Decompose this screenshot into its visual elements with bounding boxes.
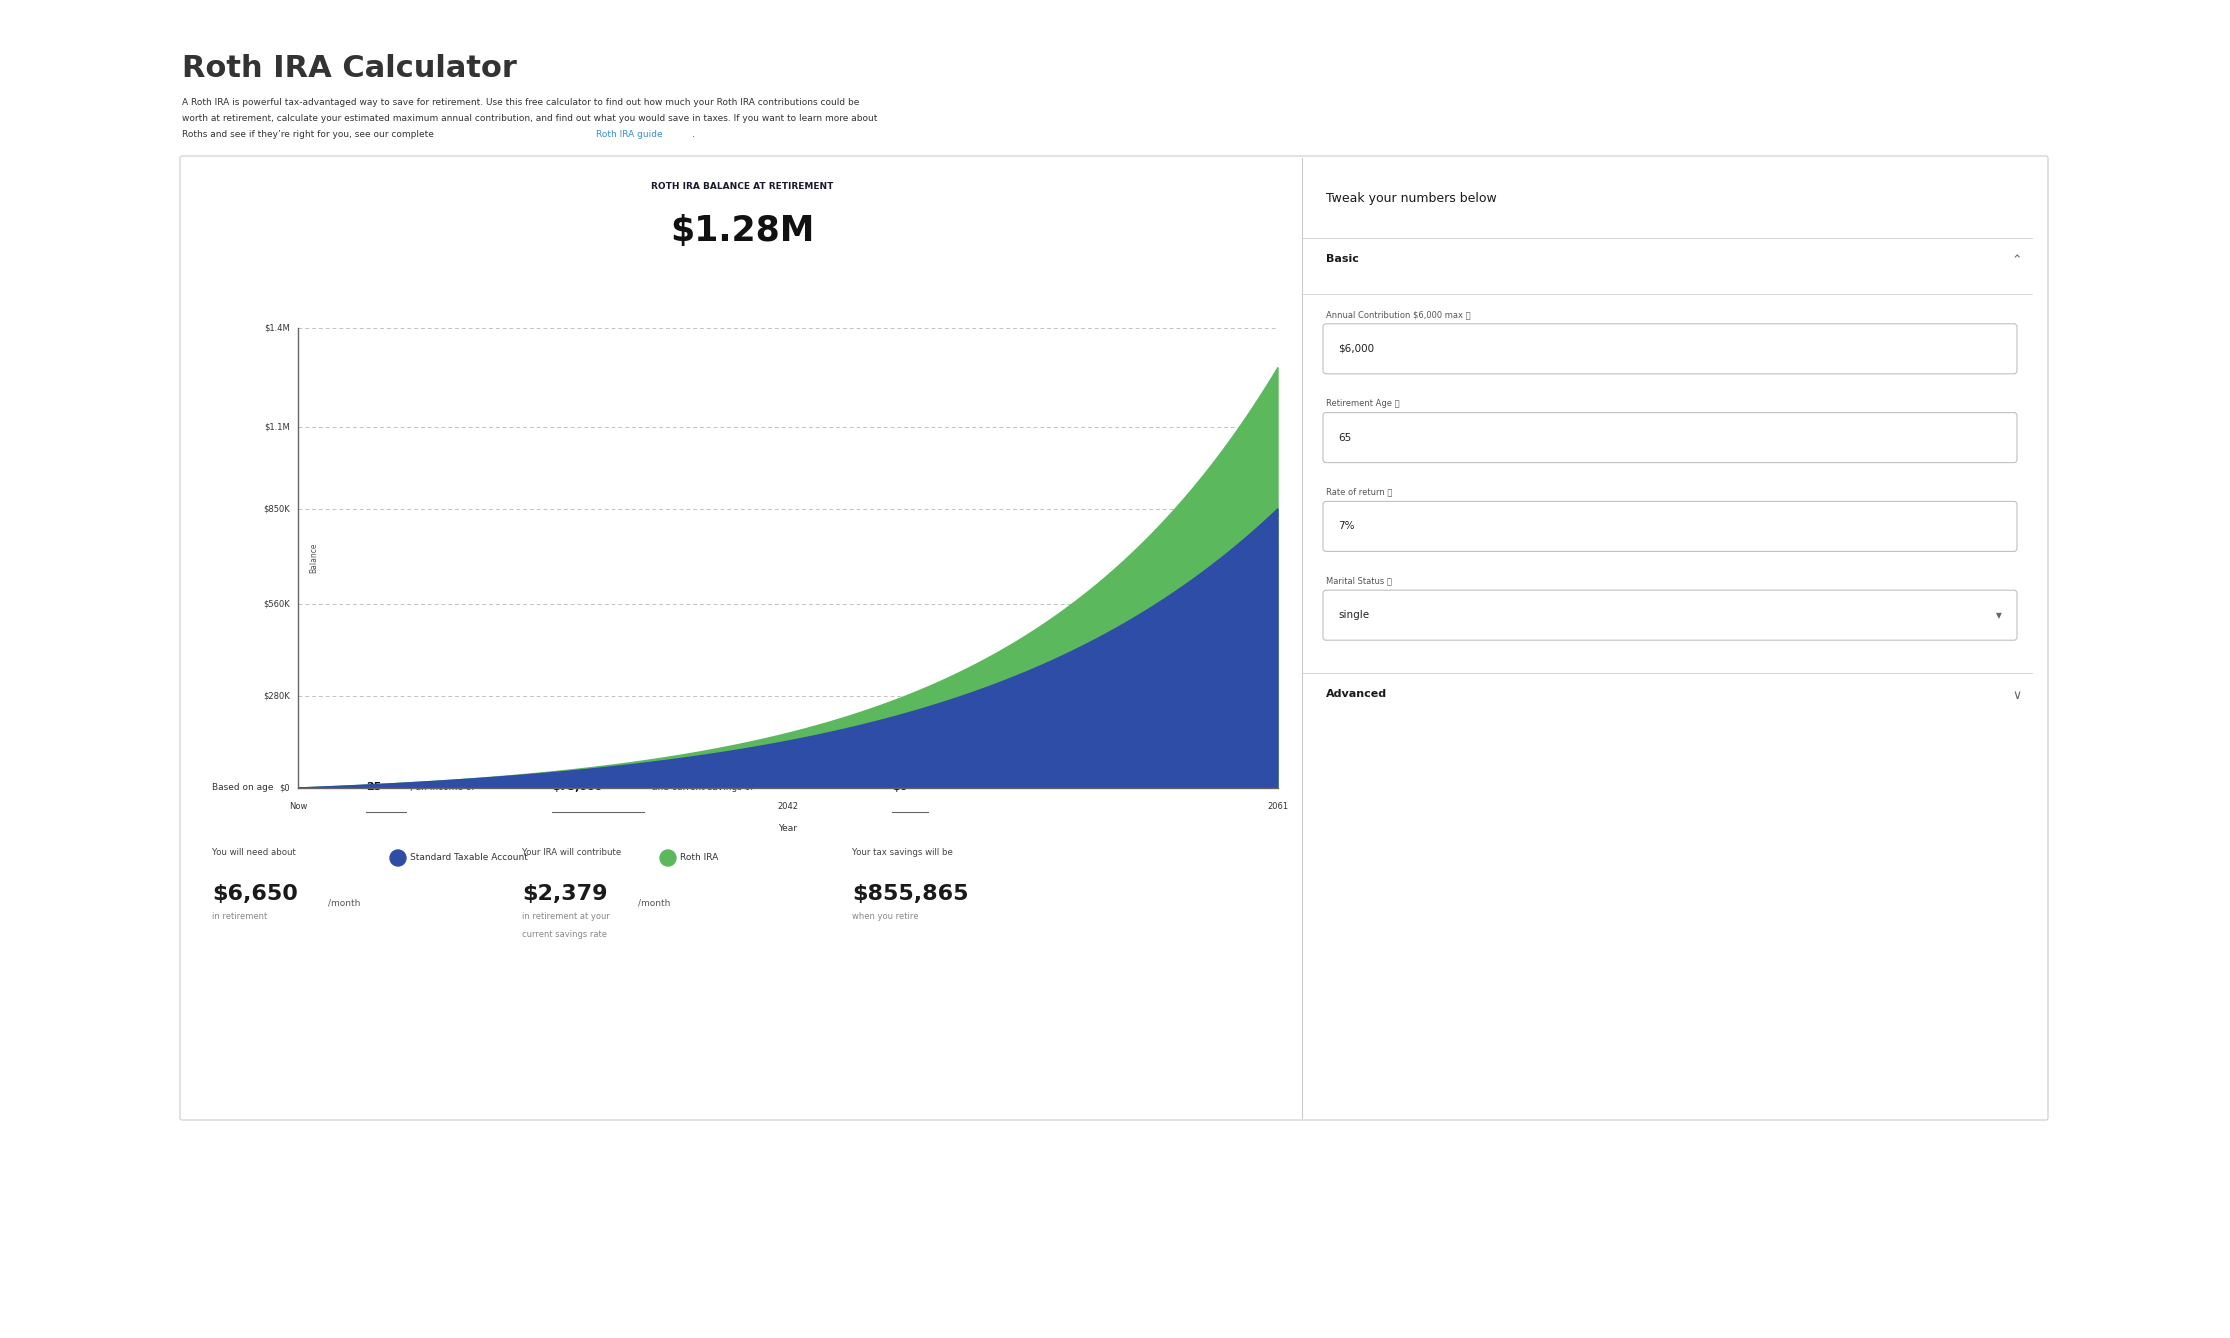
Text: $855,865: $855,865: [852, 884, 968, 904]
FancyBboxPatch shape: [1322, 502, 2016, 551]
Text: Standard Taxable Account: Standard Taxable Account: [410, 854, 529, 863]
Circle shape: [390, 850, 406, 866]
Text: ROTH IRA BALANCE AT RETIREMENT: ROTH IRA BALANCE AT RETIREMENT: [651, 182, 834, 191]
FancyBboxPatch shape: [181, 157, 2047, 1120]
Text: Annual Contribution $6,000 max ⓘ: Annual Contribution $6,000 max ⓘ: [1327, 310, 1470, 318]
Text: 7%: 7%: [1338, 522, 1354, 531]
Text: $6,650: $6,650: [212, 884, 299, 904]
Text: /month: /month: [328, 898, 361, 907]
Text: single: single: [1338, 610, 1369, 621]
FancyBboxPatch shape: [1322, 590, 2016, 640]
Text: $850K: $850K: [263, 504, 290, 514]
Text: Roth IRA guide: Roth IRA guide: [595, 130, 662, 139]
Text: Based on age: Based on age: [212, 783, 274, 792]
Text: $560K: $560K: [263, 599, 290, 609]
Text: $0: $0: [892, 781, 908, 792]
Circle shape: [660, 850, 676, 866]
Text: in retirement at your: in retirement at your: [522, 913, 609, 921]
Text: A Roth IRA is powerful tax-advantaged way to save for retirement. Use this free : A Roth IRA is powerful tax-advantaged wa…: [183, 98, 859, 107]
Text: Retirement Age ⓘ: Retirement Age ⓘ: [1327, 399, 1400, 408]
Text: Roth IRA: Roth IRA: [680, 854, 718, 863]
Text: $0: $0: [279, 784, 290, 792]
Text: Your IRA will contribute: Your IRA will contribute: [522, 848, 622, 858]
Text: Roths and see if they’re right for you, see our complete: Roths and see if they’re right for you, …: [183, 130, 437, 139]
Text: in retirement: in retirement: [212, 913, 268, 921]
Text: Roth IRA Calculator: Roth IRA Calculator: [183, 54, 517, 83]
Polygon shape: [299, 508, 1278, 788]
Text: /month: /month: [638, 898, 671, 907]
Text: 65: 65: [1338, 432, 1351, 443]
Text: $75,000: $75,000: [553, 781, 602, 792]
Text: .: .: [691, 130, 696, 139]
FancyBboxPatch shape: [1322, 412, 2016, 463]
Text: Tweak your numbers below: Tweak your numbers below: [1327, 191, 1496, 205]
Text: Now: Now: [290, 801, 308, 811]
Text: when you retire: when you retire: [852, 913, 919, 921]
Text: Marital Status ⓘ: Marital Status ⓘ: [1327, 577, 1392, 586]
Text: Year: Year: [778, 824, 798, 834]
Polygon shape: [299, 368, 1278, 788]
Text: $6,000: $6,000: [1338, 344, 1374, 353]
Text: Balance: Balance: [310, 543, 319, 573]
Text: $1.4M: $1.4M: [263, 324, 290, 333]
Text: current savings rate: current savings rate: [522, 930, 607, 939]
Text: ⌃: ⌃: [2011, 254, 2023, 268]
Text: Your tax savings will be: Your tax savings will be: [852, 848, 952, 858]
Text: $1.28M: $1.28M: [669, 214, 814, 248]
Text: 25: 25: [366, 781, 381, 792]
Text: Rate of return ⓘ: Rate of return ⓘ: [1327, 487, 1392, 496]
Text: $1.1M: $1.1M: [263, 421, 290, 431]
Text: Basic: Basic: [1327, 254, 1358, 264]
Text: ▼: ▼: [1996, 610, 2003, 619]
Text: worth at retirement, calculate your estimated maximum annual contribution, and f: worth at retirement, calculate your esti…: [183, 114, 876, 123]
Text: ∨: ∨: [2014, 689, 2023, 702]
Text: Advanced: Advanced: [1327, 689, 1387, 700]
Text: 2042: 2042: [778, 801, 798, 811]
Text: $2,379: $2,379: [522, 884, 607, 904]
Text: You will need about: You will need about: [212, 848, 297, 858]
Text: 2061: 2061: [1267, 801, 1289, 811]
Text: and current savings of: and current savings of: [651, 783, 754, 792]
Text: $280K: $280K: [263, 692, 290, 701]
Text: , an income of: , an income of: [410, 783, 475, 792]
FancyBboxPatch shape: [1322, 324, 2016, 373]
